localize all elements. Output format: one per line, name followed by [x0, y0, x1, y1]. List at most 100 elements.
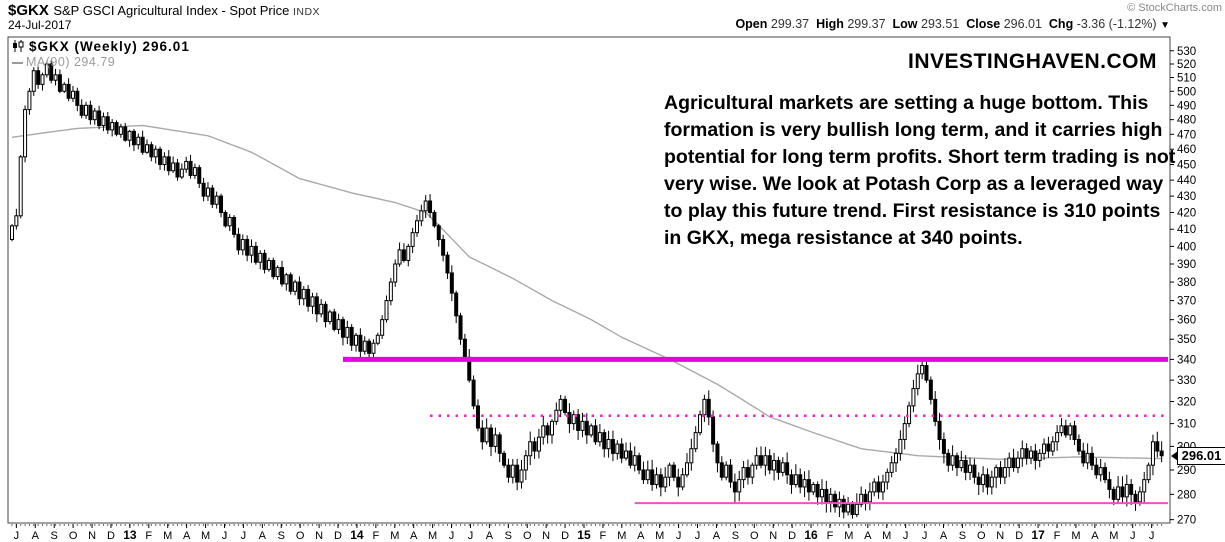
candlestick [410, 232, 415, 247]
candlestick [23, 109, 28, 158]
candlestick [963, 459, 968, 473]
candlestick [632, 455, 637, 466]
y-axis-label: 360 [1177, 315, 1196, 327]
candlestick [811, 484, 816, 493]
candlestick [1076, 438, 1081, 452]
candlestick [941, 438, 946, 454]
candlestick [57, 74, 62, 92]
y-axis-label: 490 [1177, 100, 1196, 112]
candlestick [388, 281, 393, 302]
analysis-annotation: Agricultural markets are setting a huge … [664, 92, 1176, 249]
candlestick [741, 467, 746, 481]
candlestick [88, 104, 93, 121]
index-title: S&P GSCI Agricultural Index - Spot Price [53, 3, 290, 18]
candlestick [414, 220, 419, 234]
candlestick [227, 216, 232, 227]
candlestick [571, 414, 576, 425]
candlestick [345, 326, 350, 338]
candlestick [493, 434, 498, 447]
candlestick [367, 340, 372, 354]
candlestick [981, 474, 986, 486]
candlestick [327, 311, 332, 323]
candlestick [536, 436, 541, 452]
month-label: S [505, 530, 512, 542]
candlestick [301, 288, 306, 300]
candlestick [240, 238, 245, 251]
candlestick [937, 420, 942, 440]
candlestick [1059, 425, 1064, 434]
candlestick [293, 281, 298, 292]
candlestick [258, 252, 263, 263]
y-axis-label: 400 [1177, 241, 1196, 253]
candlestick [158, 148, 163, 166]
month-label: O [750, 530, 759, 542]
month-label: A [637, 530, 645, 542]
candlestick [541, 425, 546, 438]
candlestick [767, 455, 772, 471]
candlestick [1072, 425, 1077, 440]
candlestick [31, 70, 36, 92]
candlestick [602, 432, 607, 450]
candlestick [549, 420, 554, 436]
month-label: A [940, 530, 948, 542]
candlestick [732, 481, 737, 493]
candlestick [223, 211, 228, 227]
candlestick [284, 274, 289, 285]
y-axis-label: 440 [1177, 175, 1196, 187]
candlestick [110, 122, 115, 131]
candlestick [97, 110, 102, 126]
candlestick [994, 467, 999, 478]
plot-frame [7, 36, 1171, 524]
candlestick [880, 481, 885, 493]
candlestick [1042, 443, 1047, 454]
candlestick [397, 249, 402, 265]
candlestick [232, 216, 237, 235]
candlestick [27, 90, 32, 111]
candlestick [1085, 452, 1090, 464]
candlestick [828, 493, 833, 503]
candlestick [484, 427, 489, 443]
y-axis-label: 340 [1177, 354, 1196, 366]
month-label: A [1091, 530, 1099, 542]
candlestick [793, 474, 798, 486]
candlestick [885, 471, 890, 483]
candlestick [380, 319, 385, 336]
low-value: 293.51 [921, 17, 960, 31]
y-axis-label: 410 [1177, 224, 1196, 236]
candlestick [759, 455, 764, 466]
symbol-label: $GKX [8, 2, 49, 19]
candlestick [584, 420, 589, 436]
month-label: M [655, 530, 664, 542]
candlestick [959, 459, 964, 469]
month-label: O [69, 530, 78, 542]
candlestick [1094, 464, 1099, 476]
candlestick [523, 455, 528, 471]
candlestick [593, 425, 598, 443]
chg-dropdown-icon[interactable]: ▼ [1160, 20, 1170, 31]
y-axis-label: 520 [1177, 59, 1196, 71]
month-label: D [334, 530, 342, 542]
year-label: 15 [577, 528, 591, 542]
candlestick [780, 462, 785, 473]
candlestick [40, 74, 45, 85]
month-label: M [201, 530, 210, 542]
candlestick [915, 373, 920, 390]
candlestick [1011, 457, 1016, 469]
stockcharts-credit: © StockCharts.com [1127, 2, 1222, 14]
month-label: M [844, 530, 853, 542]
month-label: D [788, 530, 796, 542]
candlestick [210, 187, 215, 205]
candlestick [105, 116, 110, 131]
candlestick [645, 469, 650, 481]
y-axis-label: 390 [1177, 259, 1196, 271]
year-label: 17 [1031, 528, 1045, 542]
candlestick [340, 319, 345, 338]
candlestick [432, 211, 437, 227]
candlestick [606, 438, 611, 450]
candlestick [149, 144, 154, 158]
chg-label: Chg [1048, 17, 1074, 31]
candlestick [597, 432, 602, 443]
candlestick [1050, 441, 1055, 452]
candlestick [75, 90, 80, 106]
candlestick [201, 182, 206, 197]
